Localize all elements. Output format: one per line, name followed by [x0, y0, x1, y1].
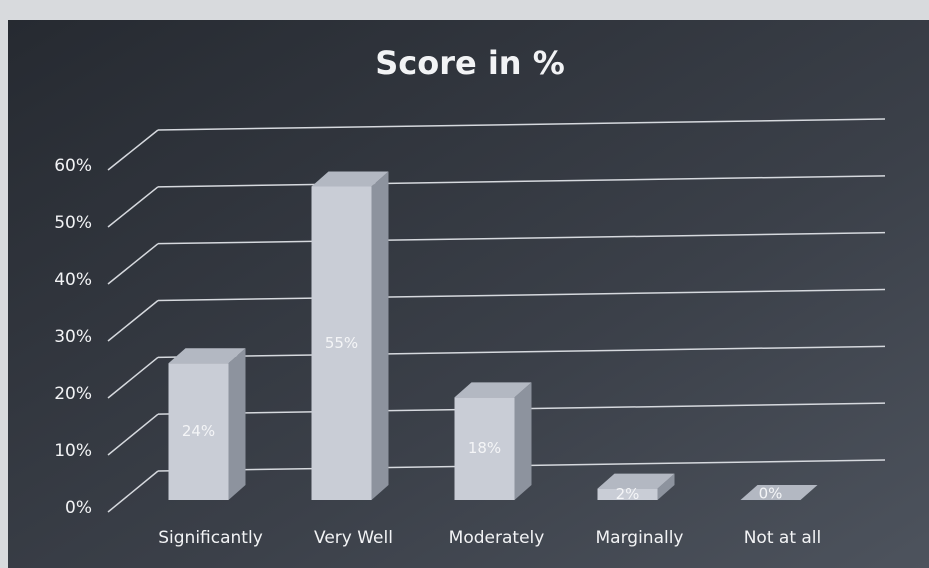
bar-top [597, 473, 675, 489]
bar-side [228, 348, 246, 500]
y-tick-label: 30% [54, 327, 92, 347]
value-label: 55% [325, 334, 358, 352]
grid-line [107, 299, 159, 342]
grid-line [157, 118, 886, 131]
chart-title: Score in % [375, 44, 565, 82]
x-tick-label: Significantly [158, 528, 263, 548]
y-tick-label: 60% [54, 156, 92, 176]
bar [597, 488, 658, 500]
grid-line [157, 231, 886, 245]
grid-line [157, 288, 886, 302]
bar-side [371, 171, 389, 500]
y-tick-label: 0% [65, 498, 92, 518]
grid-line [157, 175, 886, 188]
x-tick-label: Moderately [449, 528, 545, 548]
grid-line [107, 129, 159, 171]
bar [168, 363, 229, 500]
bar [311, 186, 372, 500]
bar-side [657, 473, 675, 500]
grid-line [107, 356, 159, 399]
value-label: 0% [759, 485, 783, 503]
x-tick-label: Very Well [314, 528, 393, 548]
y-tick-label: 40% [54, 270, 92, 290]
bar-top [168, 348, 246, 364]
bar-side [514, 382, 532, 500]
grid-line [107, 470, 159, 513]
grid-line [107, 243, 159, 285]
bar-top [740, 485, 818, 500]
grid-line [157, 345, 886, 359]
x-tick-label: Not at all [744, 528, 822, 548]
value-label: 2% [616, 485, 640, 503]
bar-top [311, 171, 389, 187]
y-tick-label: 20% [54, 384, 92, 404]
bar-top [454, 382, 532, 398]
x-tick-label: Marginally [596, 528, 684, 548]
y-tick-label: 50% [54, 213, 92, 233]
grid-line [107, 413, 159, 456]
bar [454, 397, 515, 500]
grid-line [107, 186, 159, 228]
value-label: 18% [468, 439, 501, 457]
value-label: 24% [182, 422, 215, 440]
y-tick-label: 10% [54, 441, 92, 461]
